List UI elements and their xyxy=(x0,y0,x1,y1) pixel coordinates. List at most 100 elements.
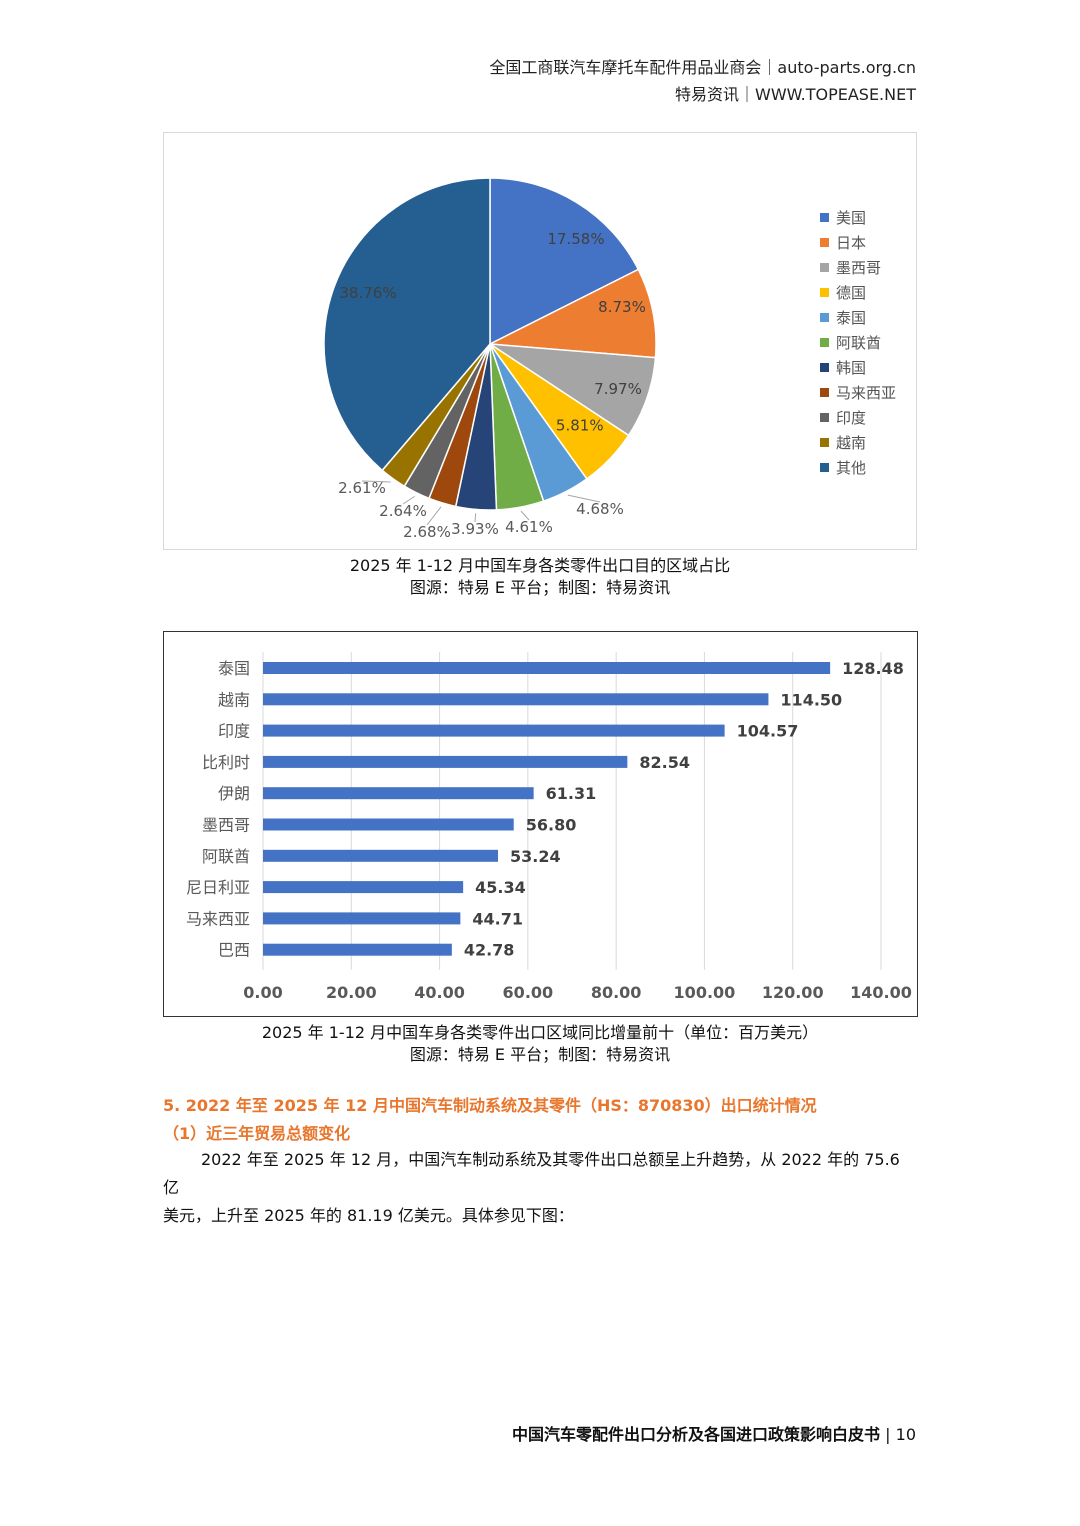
bar-1 xyxy=(263,693,769,706)
pie-legend-swatch-9 xyxy=(820,438,829,447)
pie-legend-label-10: 其他 xyxy=(836,459,867,477)
bar-value-label-3: 82.54 xyxy=(639,753,690,772)
pie-caption-title: 2025 年 1-12 月中国车身各类零件出口目的区域占比 xyxy=(349,556,731,575)
pie-slice-10 xyxy=(323,177,491,472)
bar-caption-title: 2025 年 1-12 月中国车身各类零件出口区域同比增量前十（单位：百万美元） xyxy=(261,1023,819,1042)
pie-legend-label-6: 韩国 xyxy=(836,359,867,377)
bar-x-tick-label-4: 80.00 xyxy=(591,983,642,1002)
pie-legend-label-9: 越南 xyxy=(836,434,867,452)
bar-7 xyxy=(263,881,464,894)
section-subheading: （1）近三年贸易总额变化 xyxy=(163,1124,351,1143)
pie-data-label-0: 17.58% xyxy=(547,230,604,248)
bar-category-label-4: 伊朗 xyxy=(218,784,250,803)
bar-category-label-7: 尼日利亚 xyxy=(186,878,250,897)
bar-value-label-2: 104.57 xyxy=(737,722,799,741)
pie-data-label-7: 2.68% xyxy=(403,523,451,541)
header-line-2: 特易资讯｜WWW.TOPEASE.NET xyxy=(675,85,916,104)
bar-value-label-1: 114.50 xyxy=(780,690,842,709)
pie-legend-item-5: 阿联酋 xyxy=(820,330,896,355)
bar-chart-panel: 0.00 20.00 40.00 60.00 80.00 100.00 120.00 140.… xyxy=(163,631,918,1017)
pie-legend-item-3: 德国 xyxy=(820,280,896,305)
pie-leader-line-4 xyxy=(567,494,601,503)
paragraph-line-2: 美元，上升至 2025 年的 81.19 亿美元。具体参见下图： xyxy=(163,1206,574,1225)
bar-caption: 2025 年 1-12 月中国车身各类零件出口区域同比增量前十（单位：百万美元）… xyxy=(0,1022,1080,1066)
bar-value-label-4: 61.31 xyxy=(546,784,597,803)
bar-chart: 0.00 20.00 40.00 60.00 80.00 100.00 120.00 140.… xyxy=(186,652,912,1002)
pie-legend-swatch-4 xyxy=(820,313,829,322)
page-header: 全国工商联汽车摩托车配件用品业商会｜auto-parts.org.cn 特易资讯… xyxy=(489,54,916,108)
bar-x-tick-label-1: 20.00 xyxy=(326,983,377,1002)
bar-0 xyxy=(263,662,831,674)
footer-separator: | xyxy=(885,1425,891,1444)
pie-data-label-2: 7.97% xyxy=(594,380,642,398)
bar-x-tick-label-7: 140.00 xyxy=(850,983,912,1002)
pie-data-label-5: 4.61% xyxy=(505,518,553,536)
bar-value-label-6: 53.24 xyxy=(510,847,561,866)
pie-legend-label-7: 马来西亚 xyxy=(836,384,897,402)
pie-data-label-10: 38.76% xyxy=(339,284,396,302)
pie-legend-swatch-10 xyxy=(820,463,829,472)
pie-legend-item-9: 越南 xyxy=(820,430,896,455)
bar-caption-source: 图源：特易 E 平台；制图：特易资讯 xyxy=(409,1045,671,1064)
bar-x-tick-label-5: 100.00 xyxy=(674,983,736,1002)
footer-title: 中国汽车零配件出口分析及各国进口政策影响白皮书 xyxy=(512,1425,881,1444)
pie-leader-line-6 xyxy=(474,513,477,523)
bar-value-label-5: 56.80 xyxy=(526,816,577,835)
bar-category-label-1: 越南 xyxy=(218,690,250,709)
bar-x-tick-label-6: 120.00 xyxy=(762,983,824,1002)
bar-6 xyxy=(263,849,499,862)
bar-2 xyxy=(263,724,725,737)
bar-9 xyxy=(263,943,452,956)
section-paragraph: 2022 年至 2025 年 12 月，中国汽车制动系统及其零件出口总额呈上升趋… xyxy=(163,1146,917,1230)
bar-value-label-9: 42.78 xyxy=(464,941,515,960)
bar-category-label-6: 阿联酋 xyxy=(202,847,250,866)
pie-legend-label-2: 墨西哥 xyxy=(836,259,882,277)
pie-caption: 2025 年 1-12 月中国车身各类零件出口目的区域占比 图源：特易 E 平台… xyxy=(0,555,1080,599)
pie-leader-line-9 xyxy=(361,480,391,483)
bar-category-label-5: 墨西哥 xyxy=(202,816,250,835)
pie-legend-label-3: 德国 xyxy=(836,284,867,302)
pie-legend-swatch-0 xyxy=(820,213,829,222)
pie-leader-line-7 xyxy=(426,506,442,526)
pie-data-label-8: 2.64% xyxy=(379,502,427,520)
bar-category-label-3: 比利时 xyxy=(202,753,250,772)
pie-legend-label-4: 泰国 xyxy=(836,309,867,327)
pie-chart: 17.58% 8.73% 7.97% 5.81% 4.68% 4.61% 3.93%2.68… xyxy=(323,177,657,541)
header-line-1: 全国工商联汽车摩托车配件用品业商会｜auto-parts.org.cn xyxy=(489,58,916,77)
pie-legend-swatch-3 xyxy=(820,288,829,297)
bar-category-label-9: 巴西 xyxy=(218,941,250,960)
footer-page-number: 10 xyxy=(895,1425,916,1444)
pie-legend-swatch-6 xyxy=(820,363,829,372)
pie-caption-source: 图源：特易 E 平台；制图：特易资讯 xyxy=(409,578,671,597)
pie-legend-item-6: 韩国 xyxy=(820,355,896,380)
pie-legend-swatch-7 xyxy=(820,388,829,397)
bar-x-tick-label-2: 40.00 xyxy=(414,983,465,1002)
pie-legend-label-0: 美国 xyxy=(836,209,867,227)
bar-value-label-8: 44.71 xyxy=(472,909,523,928)
pie-leader-line-5 xyxy=(520,510,530,521)
pie-legend-item-1: 日本 xyxy=(820,230,896,255)
pie-leader-line-8 xyxy=(402,495,415,505)
bar-value-label-7: 45.34 xyxy=(475,878,526,897)
pie-data-label-3: 5.81% xyxy=(556,416,604,434)
pie-legend-item-10: 其他 xyxy=(820,455,896,480)
section-heading: 5. 2022 年至 2025 年 12 月中国汽车制动系统及其零件（HS：87… xyxy=(163,1096,817,1115)
pie-data-label-1: 8.73% xyxy=(598,298,646,316)
pie-legend-swatch-8 xyxy=(820,413,829,422)
pie-legend-item-7: 马来西亚 xyxy=(820,380,896,405)
bar-5 xyxy=(263,818,514,831)
pie-slice-1 xyxy=(487,268,657,359)
pie-legend-item-2: 墨西哥 xyxy=(820,255,896,280)
bar-8 xyxy=(263,912,461,925)
bar-value-label-0: 128.48 xyxy=(842,659,904,678)
bar-category-label-0: 泰国 xyxy=(218,659,250,678)
pie-legend-swatch-5 xyxy=(820,338,829,347)
bar-4 xyxy=(263,787,534,800)
pie-legend-swatch-2 xyxy=(820,263,829,272)
pie-legend-label-1: 日本 xyxy=(836,234,867,252)
pie-slice-0 xyxy=(489,177,640,346)
pie-legend-label-5: 阿联酋 xyxy=(836,334,882,352)
pie-legend-item-8: 印度 xyxy=(820,405,896,430)
paragraph-line-1: 2022 年至 2025 年 12 月，中国汽车制动系统及其零件出口总额呈上升趋… xyxy=(163,1150,900,1197)
pie-data-label-6: 3.93% xyxy=(451,520,499,538)
